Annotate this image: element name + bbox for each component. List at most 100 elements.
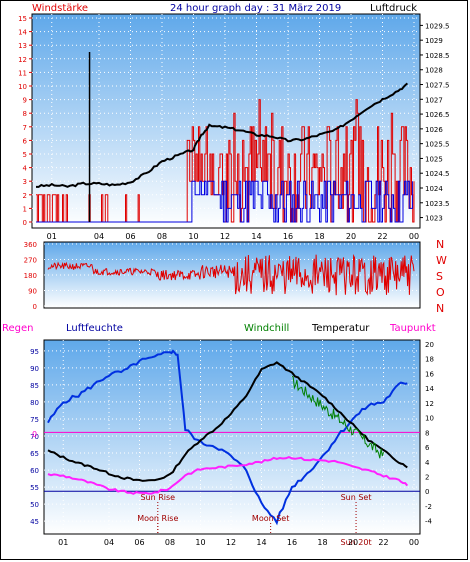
compass-letter-s: S bbox=[436, 270, 443, 283]
luftdruck-tick-label: 1028.5 bbox=[425, 52, 450, 60]
luftfeuchte-tick-label: 75 bbox=[30, 416, 39, 424]
x-tick-label: 10 bbox=[188, 232, 198, 241]
x-tick-label: 22 bbox=[378, 538, 388, 547]
windstaerke-tick-label: 13 bbox=[18, 42, 27, 50]
x-tick-label: 01 bbox=[47, 232, 57, 241]
windstaerke-title: Windstärke bbox=[32, 3, 88, 14]
luftfeuchte-tick-label: 55 bbox=[30, 484, 39, 492]
wind-direction-series bbox=[47, 253, 415, 296]
windstaerke-tick-label: 2 bbox=[23, 192, 27, 200]
temperatur-tick-label: 2 bbox=[425, 473, 429, 481]
windstaerke-tick-label: 7 bbox=[23, 124, 27, 132]
x-tick-label: 20 bbox=[346, 232, 356, 241]
wind-pressure-series bbox=[36, 52, 415, 223]
luftdruck-tick-label: 1025 bbox=[425, 155, 443, 163]
luftfeuchte-tick-label: 50 bbox=[30, 501, 39, 509]
temperatur-tick-label: 16 bbox=[425, 370, 434, 378]
temperatur-tick-label: 8 bbox=[425, 429, 429, 437]
temperature-humidity-plot-area bbox=[43, 339, 421, 535]
windstaerke-tick-label: 11 bbox=[18, 69, 27, 77]
luftfeuchte-tick-label: 65 bbox=[30, 450, 39, 458]
x-tick-label: 20 bbox=[348, 538, 358, 547]
compass-letter-o: O bbox=[436, 286, 445, 299]
luftfeuchte-label: Luftfeuchte bbox=[66, 323, 123, 334]
taupunkt-line bbox=[47, 456, 409, 495]
x-tick-label: 06 bbox=[134, 538, 144, 547]
wind-direction-tick-label: 360 bbox=[24, 241, 37, 249]
luftdruck-tick-label: 1029.5 bbox=[425, 22, 450, 30]
wind-direction-line bbox=[47, 253, 415, 296]
x-tick-label: 18 bbox=[317, 538, 327, 547]
temperatur-tick-label: 4 bbox=[425, 459, 430, 467]
sun-moon-annotations: Sun Rise Sun Set Moon Rise Moon Set Sun 20t bbox=[137, 493, 371, 547]
luftdruck-tick-label: 1023.5 bbox=[425, 200, 450, 208]
windstaerke-tick-label: 14 bbox=[18, 29, 27, 37]
taupunkt-label: Taupunkt bbox=[389, 323, 436, 334]
temperatur-tick-label: -2 bbox=[425, 503, 432, 511]
annotation-moon-rise: Moon Rise bbox=[137, 514, 178, 523]
top-x-axis-ticks: 01 04 06 08 10 12 14 16 18 20 22 00 bbox=[47, 232, 419, 241]
temperatur-tick-label: -4 bbox=[425, 518, 433, 526]
x-tick-label: 08 bbox=[157, 232, 167, 241]
luftdruck-axis-ticks: 1023 1023.5 1024 1024.5 1025 1025.5 1026 1026.5… bbox=[420, 22, 450, 223]
annotation-sun-rise: Sun Rise bbox=[140, 493, 175, 502]
luftdruck-tick-label: 1028 bbox=[425, 67, 443, 75]
x-tick-label: 22 bbox=[377, 232, 387, 241]
compass-letter-n: N bbox=[436, 302, 444, 315]
temperatur-tick-label: 20 bbox=[425, 341, 434, 349]
luftfeuchte-tick-label: 60 bbox=[30, 467, 39, 475]
rain-zero-label: 0 bbox=[32, 430, 37, 439]
x-tick-label: 00 bbox=[409, 232, 419, 241]
luftfeuchte-line bbox=[47, 349, 408, 526]
temperatur-tick-label: 10 bbox=[425, 415, 434, 423]
x-tick-label: 18 bbox=[314, 232, 324, 241]
x-tick-label: 04 bbox=[94, 232, 104, 241]
windstaerke-tick-label: 8 bbox=[23, 110, 27, 118]
windstaerke-tick-label: 1 bbox=[23, 205, 27, 213]
luftdruck-tick-label: 1026.5 bbox=[425, 111, 450, 119]
luftdruck-tick-label: 1029 bbox=[425, 37, 443, 45]
windstaerke-tick-label: 0 bbox=[23, 219, 27, 227]
temperatur-tick-label: 6 bbox=[425, 444, 430, 452]
bottom-x-axis-ticks: 01 04 06 08 10 12 14 16 18 20 22 00 bbox=[58, 538, 419, 547]
x-tick-label: 08 bbox=[165, 538, 175, 547]
windstaerke-tick-label: 3 bbox=[23, 178, 27, 186]
luftdruck-tick-label: 1023 bbox=[425, 215, 443, 223]
luftfeuchte-tick-label: 95 bbox=[30, 348, 39, 356]
x-tick-label: 16 bbox=[287, 538, 297, 547]
wind-direction-tick-label: 180 bbox=[24, 272, 37, 280]
temperatur-tick-label: 12 bbox=[425, 400, 434, 408]
luftfeuchte-tick-label: 80 bbox=[30, 399, 39, 407]
temperature-grid bbox=[44, 340, 420, 534]
windchill-label: Windchill bbox=[244, 323, 289, 334]
x-tick-label: 00 bbox=[409, 538, 419, 547]
luftdruck-tick-label: 1025.5 bbox=[425, 141, 450, 149]
wind-direction-tick-label: 270 bbox=[24, 257, 37, 265]
annotation-sun-20t: Sun 20t bbox=[341, 538, 372, 547]
x-tick-label: 06 bbox=[125, 232, 135, 241]
luftfeuchte-tick-label: 45 bbox=[30, 518, 39, 526]
wind-direction-grid bbox=[44, 243, 420, 307]
luftdruck-tick-label: 1024 bbox=[425, 185, 443, 193]
windstaerke-tick-label: 10 bbox=[18, 83, 27, 91]
windstaerke-tick-label: 5 bbox=[23, 151, 27, 159]
compass-letter-w: W bbox=[436, 254, 447, 267]
windstaerke-tick-label: 9 bbox=[23, 97, 27, 105]
x-tick-label: 12 bbox=[226, 538, 236, 547]
x-tick-label: 14 bbox=[251, 232, 261, 241]
x-tick-label: 10 bbox=[195, 538, 205, 547]
luftdruck-tick-label: 1024.5 bbox=[425, 170, 450, 178]
wind-average-line bbox=[36, 180, 413, 223]
temperatur-line bbox=[47, 361, 408, 482]
x-tick-label: 16 bbox=[283, 232, 293, 241]
regen-label: Regen bbox=[2, 323, 34, 334]
temperatur-tick-label: 0 bbox=[425, 488, 429, 496]
x-tick-label: 12 bbox=[220, 232, 230, 241]
windstaerke-tick-label: 12 bbox=[18, 56, 27, 64]
x-tick-label: 01 bbox=[58, 538, 68, 547]
chart-title: 24 hour graph day : 31 März 2019 bbox=[170, 3, 341, 14]
luftdruck-tick-label: 1027.5 bbox=[425, 82, 450, 90]
